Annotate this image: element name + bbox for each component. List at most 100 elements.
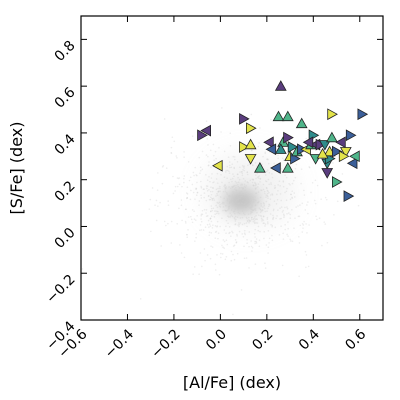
density-dot <box>253 184 255 187</box>
density-dot <box>228 195 230 197</box>
density-dot <box>257 214 260 216</box>
density-dot <box>217 191 220 193</box>
triangle-marker <box>319 140 331 151</box>
density-dot <box>226 198 229 200</box>
density-dot <box>178 177 181 179</box>
density-dot <box>186 236 189 238</box>
density-dot <box>219 203 221 206</box>
density-dot <box>243 245 245 248</box>
density-dot <box>262 215 265 218</box>
density-dot <box>216 206 219 209</box>
density-dot <box>223 184 226 186</box>
density-dot <box>288 212 290 214</box>
density-dot <box>286 233 288 236</box>
density-dot <box>288 182 290 185</box>
density-dot <box>238 202 241 204</box>
density-dot <box>267 190 269 193</box>
density-dot <box>233 218 236 220</box>
density-dot <box>230 209 233 211</box>
density-dot <box>205 212 207 214</box>
density-dot <box>225 204 227 207</box>
density-dot <box>267 252 269 254</box>
density-dot <box>191 209 194 211</box>
density-dot <box>247 199 250 202</box>
density-dot <box>209 198 212 201</box>
density-dot <box>186 233 188 236</box>
density-dot <box>227 205 230 208</box>
density-dot <box>233 188 236 190</box>
density-dot <box>205 199 208 202</box>
density-dot <box>266 192 269 195</box>
density-dot <box>251 181 254 184</box>
density-dot <box>216 192 218 195</box>
density-dot <box>231 195 233 198</box>
density-dot <box>230 259 233 262</box>
density-dot <box>181 219 183 222</box>
density-dot <box>233 194 236 197</box>
density-dot <box>205 215 208 218</box>
density-dot <box>303 194 306 196</box>
density-dot <box>224 184 227 186</box>
density-dot <box>209 190 212 193</box>
density-dot <box>248 216 250 219</box>
y-tick-label: 0.0 <box>52 225 79 252</box>
density-dot <box>81 268 84 270</box>
density-dot <box>252 184 254 186</box>
density-dot <box>180 252 183 254</box>
density-dot <box>209 218 212 220</box>
density-dot <box>208 231 211 234</box>
density-dot <box>205 173 207 176</box>
density-dot <box>266 216 269 219</box>
y-tick-label: 0.2 <box>52 178 79 205</box>
density-dot <box>254 228 257 231</box>
triangle-marker <box>327 108 338 121</box>
density-dot <box>289 184 291 186</box>
density-dot <box>200 213 203 216</box>
density-dot <box>251 216 253 219</box>
y-tick-label: 0.8 <box>52 38 79 65</box>
density-dot <box>211 173 213 175</box>
density-dot <box>243 222 246 225</box>
density-dot <box>205 185 208 187</box>
density-dot <box>283 216 285 219</box>
density-dot <box>195 188 197 191</box>
density-dot <box>274 226 277 229</box>
density-dot <box>257 225 260 228</box>
density-dot <box>212 197 215 200</box>
density-dot <box>233 203 236 205</box>
density-dot <box>183 175 186 177</box>
density-dot <box>170 220 173 223</box>
density-dot <box>205 209 208 211</box>
density-dot <box>266 218 269 220</box>
density-dot <box>248 221 250 224</box>
density-dot <box>221 202 223 205</box>
density-dot <box>203 208 206 211</box>
density-dot <box>172 192 175 195</box>
density-dot <box>282 238 285 240</box>
density-dot <box>209 210 212 213</box>
density-dot <box>248 267 250 269</box>
density-dot <box>273 200 276 202</box>
density-dot <box>277 189 279 192</box>
x-tick-label: 0.6 <box>342 326 369 353</box>
density-core <box>223 188 260 214</box>
density-dot <box>218 201 221 204</box>
triangle-marker <box>283 131 294 144</box>
density-dot <box>238 225 240 228</box>
density-dot <box>217 237 219 240</box>
density-dot <box>284 206 286 209</box>
density-dot <box>259 196 262 199</box>
density-dot <box>241 183 243 185</box>
density-dot <box>196 181 198 184</box>
density-dot <box>271 194 274 196</box>
density-dot <box>251 246 254 249</box>
density-dot <box>232 173 234 175</box>
density-dot <box>237 224 239 226</box>
density-dot <box>291 240 294 243</box>
density-dot <box>244 186 247 189</box>
triangle-marker <box>316 147 329 159</box>
triangle-marker <box>281 110 294 122</box>
triangle-marker <box>274 143 287 154</box>
density-dot <box>247 181 249 184</box>
density-dot <box>244 213 246 216</box>
